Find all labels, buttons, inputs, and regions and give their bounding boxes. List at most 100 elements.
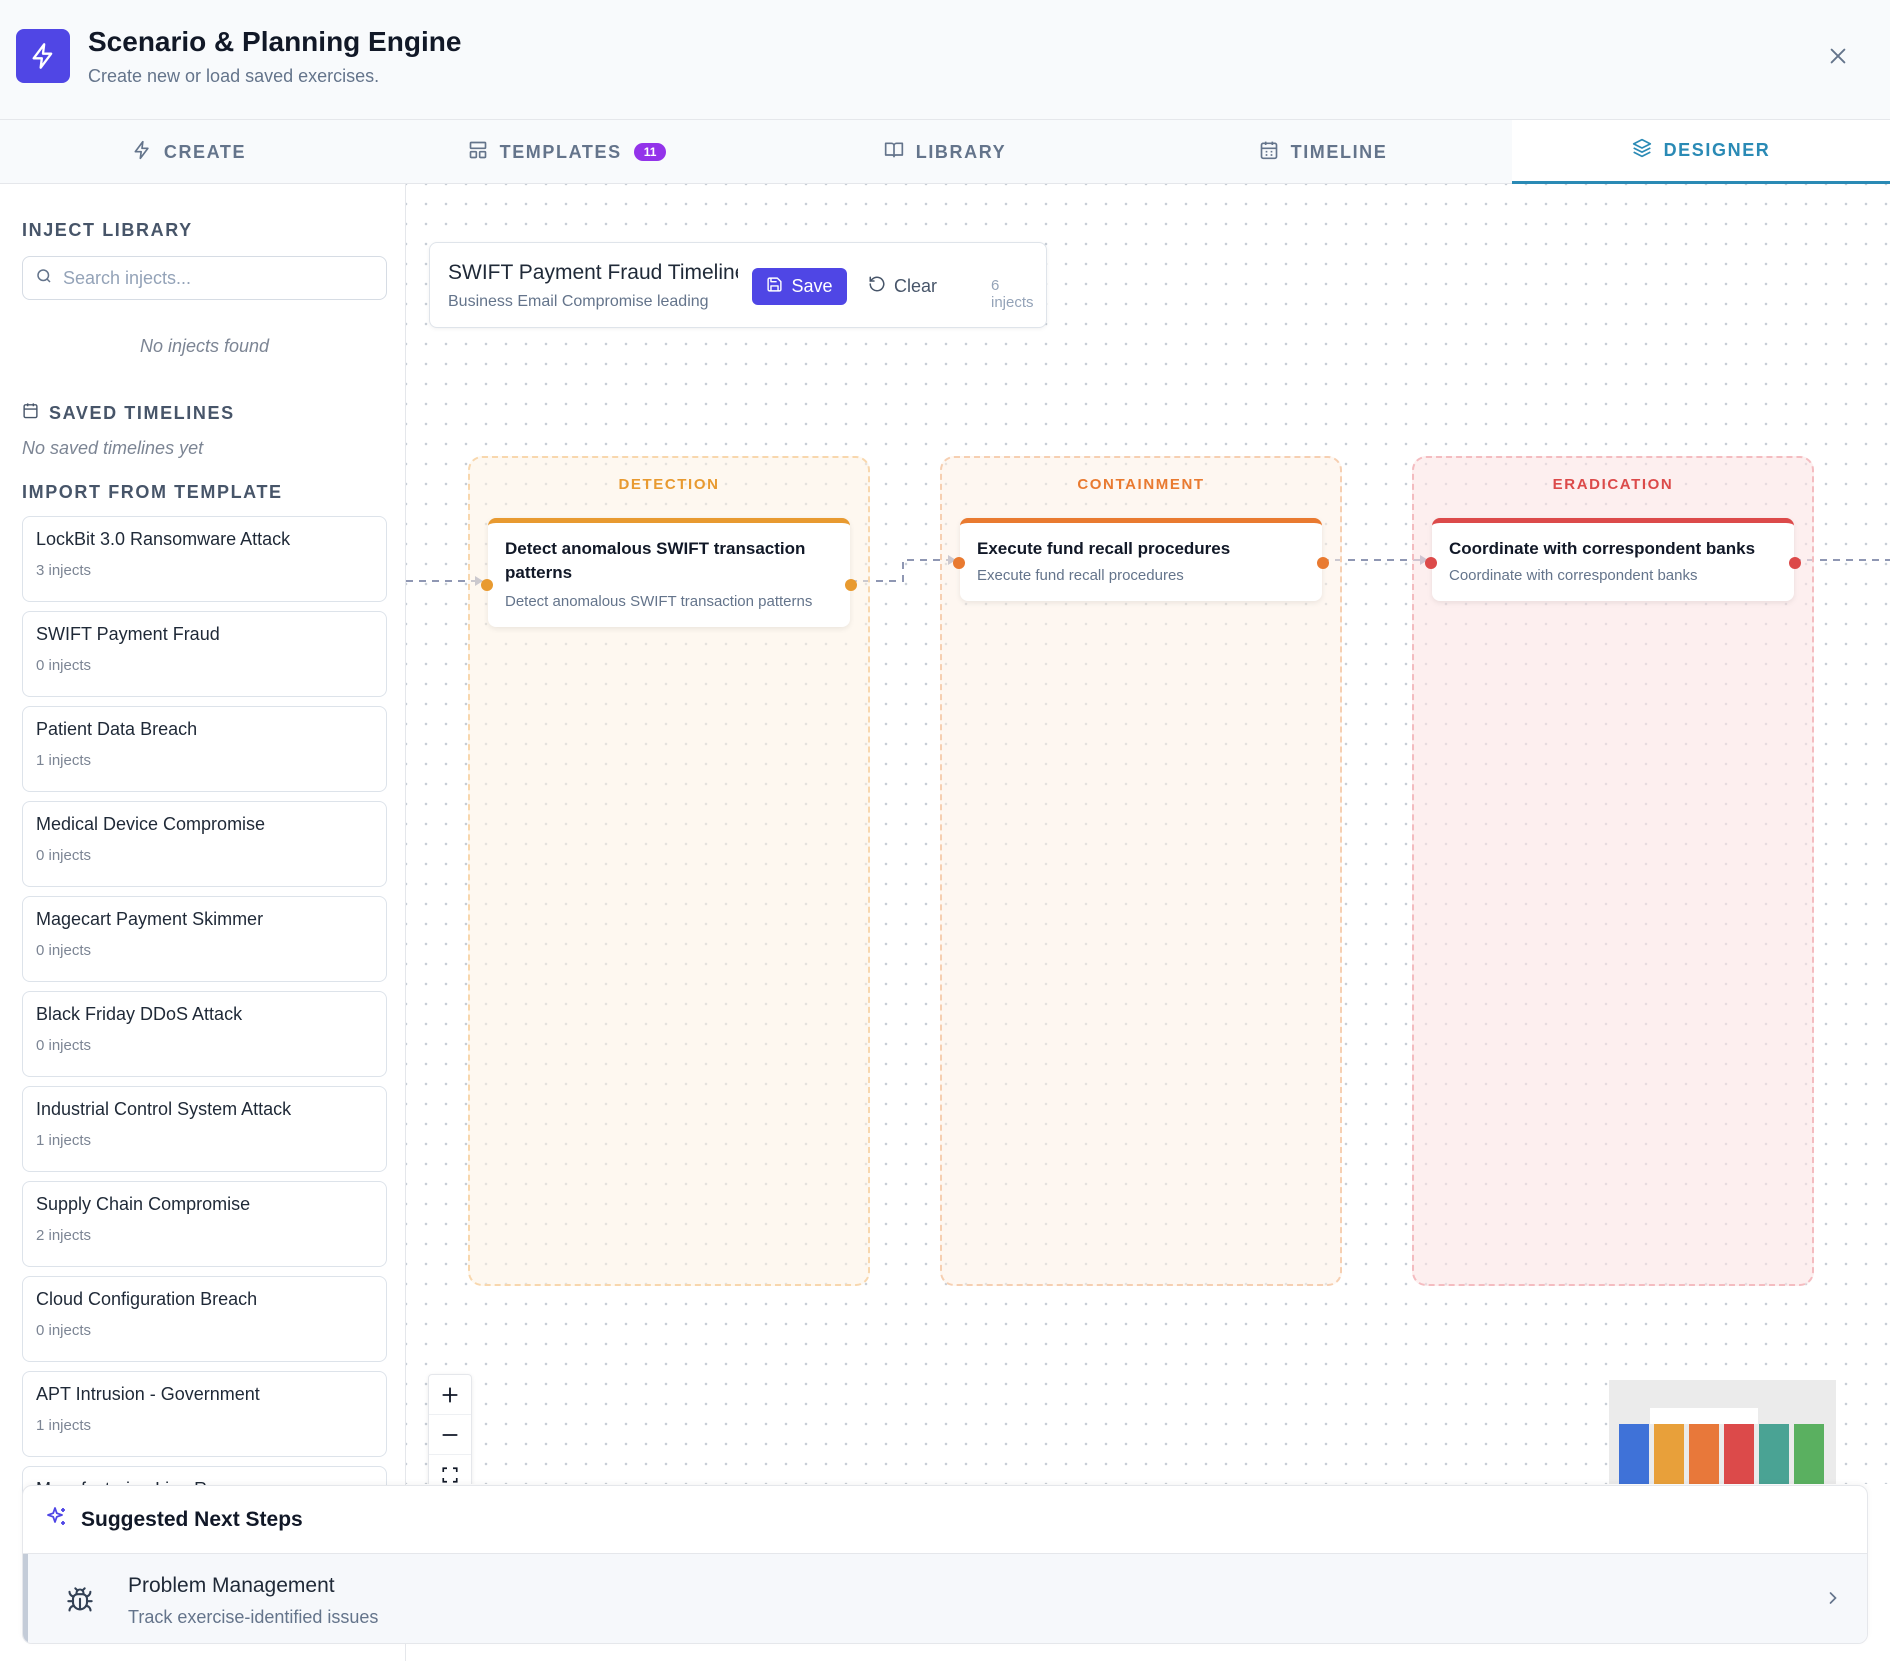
timeline-description[interactable]: Business Email Compromise leading <box>448 293 709 310</box>
sidebar: INJECT LIBRARY No injects found SAVED TI… <box>0 184 406 1661</box>
bolt-icon <box>16 29 70 83</box>
tab-timeline[interactable]: TIMELINE <box>1134 120 1512 184</box>
tab-label: LIBRARY <box>915 141 1007 162</box>
template-card[interactable]: Medical Device Compromise 0 injects <box>22 801 387 887</box>
phase-title: DETECTION <box>618 476 720 493</box>
suggestion-problem-management[interactable]: Problem Management Track exercise-identi… <box>23 1554 1867 1643</box>
designer-canvas[interactable]: Business Email Compromise leading Save C… <box>406 184 1890 1484</box>
tab-label: CREATE <box>163 141 247 162</box>
template-inject-count: 0 injects <box>36 1037 92 1054</box>
clear-label: Clear <box>894 276 938 296</box>
tab-designer[interactable]: DESIGNER <box>1512 120 1890 184</box>
tab-library[interactable]: LIBRARY <box>756 120 1134 184</box>
inject-count: 6 injects <box>991 277 1034 311</box>
template-inject-count: 3 injects <box>36 562 92 579</box>
layout-icon <box>468 140 488 165</box>
chevron-right-icon <box>1823 1588 1843 1613</box>
template-inject-count: 0 injects <box>36 942 92 959</box>
template-name: Industrial Control System Attack <box>36 1099 292 1119</box>
fit-view-button[interactable] <box>429 1455 471 1484</box>
timeline-name-input[interactable] <box>448 259 738 287</box>
phase-lane-eradication[interactable]: ERADICATION Coordinate with corresponden… <box>1412 456 1814 1286</box>
target-handle[interactable] <box>481 579 493 591</box>
close-icon[interactable] <box>1824 42 1852 70</box>
source-handle[interactable] <box>845 579 857 591</box>
tab-create[interactable]: CREATE <box>0 120 378 184</box>
template-name: Magecart Payment Skimmer <box>36 909 264 929</box>
rotate-ccw-icon <box>868 275 886 298</box>
minimap-node <box>1794 1424 1824 1484</box>
suggestion-subtitle: Track exercise-identified issues <box>128 1607 379 1627</box>
template-name: APT Intrusion - Government <box>36 1384 260 1404</box>
calendar-icon <box>1259 140 1279 165</box>
template-card[interactable]: Black Friday DDoS Attack 0 injects <box>22 991 387 1077</box>
phase-title: ERADICATION <box>1552 476 1674 493</box>
page-subtitle: Create new or load saved exercises. <box>88 66 380 86</box>
phase-lane-containment[interactable]: CONTAINMENT Execute fund recall procedur… <box>940 456 1342 1286</box>
minus-icon <box>442 1433 458 1436</box>
minimap-svg <box>1619 1408 1824 1484</box>
node-description: Execute fund recall procedures <box>977 567 1184 584</box>
modal-header: Scenario & Planning Engine Create new or… <box>0 0 1890 120</box>
template-card[interactable]: Supply Chain Compromise 2 injects <box>22 1181 387 1267</box>
tab-label: TEMPLATES <box>499 141 622 162</box>
tab-bar: CREATE TEMPLATES 11 LIBRARY TIMELINE DES… <box>0 120 1890 184</box>
minimap-node <box>1724 1424 1754 1484</box>
target-handle[interactable] <box>1425 557 1437 569</box>
source-handle[interactable] <box>1317 557 1329 569</box>
target-handle[interactable] <box>953 557 965 569</box>
minimap-viewport <box>1650 1408 1758 1424</box>
template-card[interactable]: SWIFT Payment Fraud 0 injects <box>22 611 387 697</box>
minimap[interactable] <box>1609 1380 1836 1484</box>
minimap-node <box>1759 1424 1789 1484</box>
template-inject-count: 0 injects <box>36 847 92 864</box>
tab-templates[interactable]: TEMPLATES 11 <box>378 120 756 184</box>
template-card[interactable]: Industrial Control System Attack 1 inject… <box>22 1086 387 1172</box>
template-card[interactable]: Magecart Payment Skimmer 0 injects <box>22 896 387 982</box>
sparkles-icon <box>45 1505 69 1534</box>
template-list: LockBit 3.0 Ransomware Attack 3 injects S… <box>22 516 387 1561</box>
suggested-title: Suggested Next Steps <box>81 1507 303 1531</box>
phase-lane-detection[interactable]: DETECTION Detect anomalous SWIFT transac… <box>468 456 870 1286</box>
tab-label: TIMELINE <box>1290 141 1388 162</box>
template-name: Black Friday DDoS Attack <box>36 1004 243 1024</box>
bug-icon <box>66 1586 94 1619</box>
inject-node[interactable]: Execute fund recall procedures Execute f… <box>953 518 1329 601</box>
template-name: LockBit 3.0 Ransomware Attack <box>36 529 291 549</box>
template-name: Supply Chain Compromise <box>36 1194 251 1214</box>
edge-detection-containment <box>850 559 955 582</box>
plus-icon <box>442 1386 458 1403</box>
clear-button[interactable]: Clear <box>868 268 937 305</box>
page-title: Scenario & Planning Engine <box>88 26 462 57</box>
save-button[interactable]: Save <box>752 268 847 305</box>
search-box <box>22 256 387 300</box>
save-label: Save <box>791 276 833 296</box>
inject-node[interactable]: Coordinate with correspondent banks Coor… <box>1425 518 1801 601</box>
template-card[interactable]: APT Intrusion - Government 1 injects <box>22 1371 387 1457</box>
inject-library-heading: INJECT LIBRARY <box>22 220 193 240</box>
node-title: Coordinate with correspondent banks <box>1449 539 1756 558</box>
search-input[interactable] <box>63 267 363 289</box>
template-name: Medical Device Compromise <box>36 814 266 834</box>
source-handle[interactable] <box>1789 557 1801 569</box>
suggested-next-steps-panel: Suggested Next Steps Problem Management … <box>22 1485 1868 1644</box>
empty-state-text: No saved timelines yet <box>22 438 204 458</box>
layers-icon <box>1632 138 1652 163</box>
template-card[interactable]: Cloud Configuration Breach 0 injects <box>22 1276 387 1362</box>
template-card[interactable]: Patient Data Breach 1 injects <box>22 706 387 792</box>
template-card[interactable]: LockBit 3.0 Ransomware Attack 3 injects <box>22 516 387 602</box>
zoom-out-button[interactable] <box>429 1415 471 1455</box>
inject-node[interactable]: Detect anomalous SWIFT transaction patte… <box>481 518 857 627</box>
template-name: SWIFT Payment Fraud <box>36 624 220 644</box>
tab-label: DESIGNER <box>1663 140 1771 160</box>
import-heading: IMPORT FROM TEMPLATE <box>22 482 283 502</box>
template-name: Patient Data Breach <box>36 719 198 739</box>
node-title: Detect anomalous SWIFT transaction patte… <box>505 539 806 582</box>
minimap-node <box>1654 1424 1684 1484</box>
template-inject-count: 0 injects <box>36 1322 92 1339</box>
empty-state-text: No injects found <box>139 336 270 356</box>
zoom-in-button[interactable] <box>429 1375 471 1415</box>
fullscreen-icon <box>442 1467 458 1483</box>
timeline-toolbar: Business Email Compromise leading Save C… <box>429 242 1047 328</box>
node-description: Coordinate with correspondent banks <box>1449 567 1698 584</box>
